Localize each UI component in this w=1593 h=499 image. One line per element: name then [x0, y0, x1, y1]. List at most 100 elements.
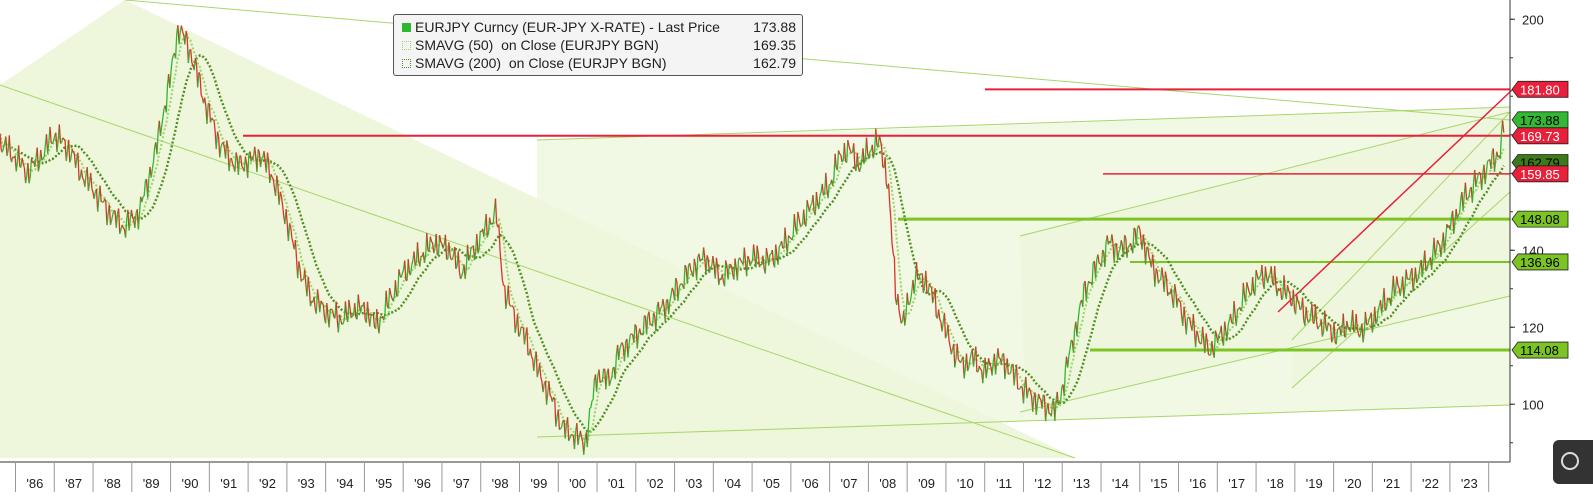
chart-options-button[interactable] [1553, 440, 1593, 484]
price-segment [1192, 313, 1196, 330]
price-segment [668, 301, 671, 315]
price-segment [1321, 332, 1325, 337]
price-segment [535, 351, 538, 378]
price-segment [1315, 321, 1319, 330]
price-segment [42, 156, 45, 159]
price-segment [1346, 320, 1349, 328]
x-tick-label: '96 [414, 476, 431, 491]
price-segment [84, 173, 87, 187]
price-segment [985, 369, 989, 379]
price-segment [686, 265, 690, 284]
x-tick-label: '95 [375, 476, 392, 491]
x-tick-label: '03 [685, 476, 702, 491]
price-segment [762, 255, 765, 268]
price-segment [623, 341, 627, 362]
price-segment [1443, 239, 1447, 253]
price-segment [2, 142, 6, 148]
price-segment [791, 235, 794, 240]
price-segment [1431, 252, 1434, 270]
price-segment [394, 280, 398, 297]
price-segment [122, 227, 125, 230]
price-segment [111, 214, 114, 221]
price-segment [1133, 227, 1136, 230]
price-segment [1393, 289, 1397, 297]
price-segment [1301, 297, 1305, 321]
price-segment [723, 260, 727, 287]
price-segment [884, 157, 887, 184]
price-segment [469, 247, 472, 259]
price-segment [106, 213, 109, 226]
price-segment [87, 182, 91, 192]
price-segment [729, 263, 733, 267]
x-tick-label: '12 [1034, 476, 1051, 491]
price-segment [639, 328, 642, 335]
price-segment [1102, 249, 1105, 253]
price-segment [178, 30, 181, 45]
price-segment [1292, 289, 1296, 310]
price-segment [1189, 318, 1192, 326]
price-segment [708, 266, 712, 274]
price-segment [291, 237, 294, 244]
price-segment [1142, 234, 1146, 245]
price-segment [1004, 368, 1007, 380]
price-segment [254, 146, 257, 158]
price-segment [151, 161, 155, 169]
price-segment [187, 49, 191, 64]
price-segment [1022, 385, 1026, 404]
price-segment [1148, 256, 1151, 261]
price-segment [376, 309, 379, 327]
price-segment [1076, 320, 1079, 337]
price-segment [433, 248, 436, 254]
price-tag-label: 173.88 [1520, 113, 1560, 128]
price-segment [898, 309, 901, 318]
price-segment [953, 343, 956, 368]
legend-swatch-price [402, 22, 411, 32]
price-segment [913, 281, 916, 294]
price-segment [569, 434, 572, 439]
x-tick-label: '08 [879, 476, 896, 491]
price-segment [438, 235, 442, 243]
price-segment [337, 314, 341, 333]
price-segment [348, 299, 351, 310]
price-segment [1403, 287, 1406, 298]
price-segment [1342, 313, 1346, 337]
price-segment [1414, 267, 1418, 283]
price-segment [1157, 280, 1161, 284]
price-segment [457, 251, 461, 273]
price-segment [599, 380, 602, 384]
price-segment [211, 117, 214, 121]
price-segment [398, 269, 401, 276]
price-segment [1094, 259, 1098, 279]
price-segment [60, 137, 64, 143]
x-tick-label: '16 [1189, 476, 1206, 491]
price-segment [692, 258, 695, 277]
price-segment [147, 178, 150, 198]
price-segment [693, 258, 697, 266]
channel-line [1291, 111, 1511, 341]
price-segment [1111, 234, 1114, 244]
price-segment [307, 276, 311, 290]
price-segment [1349, 323, 1353, 332]
price-segment [466, 244, 470, 261]
price-segment [968, 359, 971, 368]
price-segment [837, 150, 841, 155]
price-segment [401, 269, 405, 274]
x-tick-label: '94 [337, 476, 354, 491]
price-segment [407, 259, 411, 273]
price-segment [230, 158, 234, 165]
price-segment [554, 400, 557, 427]
price-segment [605, 372, 608, 390]
price-segment [1487, 159, 1490, 162]
price-segment [652, 312, 656, 317]
x-tick-label: '17 [1228, 476, 1245, 491]
price-segment [1259, 275, 1262, 278]
price-segment [449, 255, 452, 260]
price-segment [82, 177, 85, 181]
price-segment [8, 135, 12, 158]
price-segment [316, 289, 320, 300]
price-segment [400, 273, 404, 278]
price-segment [359, 305, 363, 313]
price-segment [299, 269, 302, 282]
price-segment [69, 158, 72, 163]
legend-name: EURJPY Curncy (EUR-JPY X-RATE) - Last Pr… [415, 19, 720, 35]
